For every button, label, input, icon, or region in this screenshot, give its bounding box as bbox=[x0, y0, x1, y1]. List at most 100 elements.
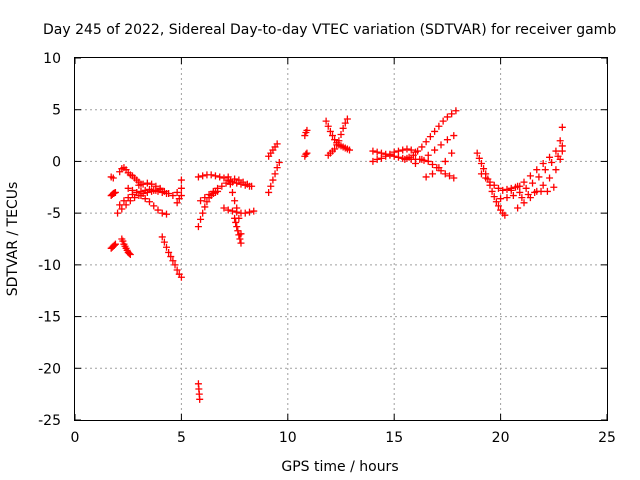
data-point bbox=[150, 202, 158, 210]
data-point bbox=[250, 207, 258, 215]
y-axis-label: SDTVAR / TECUs bbox=[5, 182, 21, 297]
data-point bbox=[111, 188, 119, 196]
data-point bbox=[169, 192, 177, 200]
x-tick-label: 5 bbox=[177, 430, 186, 446]
data-point bbox=[339, 124, 347, 132]
data-point bbox=[152, 182, 160, 190]
data-point bbox=[548, 158, 556, 166]
data-point bbox=[224, 206, 232, 214]
data-point bbox=[111, 240, 119, 248]
data-point bbox=[475, 154, 483, 162]
data-point bbox=[205, 191, 213, 199]
data-point bbox=[494, 184, 502, 192]
data-point bbox=[450, 132, 458, 140]
data-point bbox=[437, 141, 445, 149]
data-point bbox=[224, 173, 232, 181]
data-point bbox=[158, 209, 166, 217]
data-point bbox=[418, 143, 426, 151]
data-point bbox=[409, 151, 417, 159]
data-point bbox=[139, 180, 147, 188]
data-point bbox=[386, 150, 394, 158]
data-point bbox=[126, 251, 134, 259]
data-point bbox=[552, 147, 560, 155]
y-tick-label: -25 bbox=[38, 413, 61, 429]
data-point bbox=[145, 198, 153, 206]
data-point bbox=[369, 157, 377, 165]
data-point bbox=[482, 174, 490, 182]
data-point bbox=[160, 187, 168, 195]
data-point bbox=[452, 107, 460, 115]
data-point bbox=[494, 202, 502, 210]
data-point bbox=[245, 208, 253, 216]
data-point bbox=[231, 214, 239, 222]
data-point bbox=[236, 235, 244, 243]
data-point bbox=[488, 187, 496, 195]
data-point bbox=[529, 179, 537, 187]
data-point bbox=[520, 178, 528, 186]
x-tick-label: 25 bbox=[598, 430, 616, 446]
data-point bbox=[273, 164, 281, 172]
data-point bbox=[173, 266, 181, 274]
data-point bbox=[537, 187, 545, 195]
data-point bbox=[341, 119, 349, 127]
chart-title: Day 245 of 2022, Sidereal Day-to-day VTE… bbox=[43, 22, 616, 38]
data-point bbox=[546, 174, 554, 182]
data-point bbox=[158, 233, 166, 241]
data-point bbox=[209, 187, 217, 195]
data-point bbox=[233, 223, 241, 231]
data-point bbox=[335, 137, 343, 145]
data-point bbox=[303, 126, 311, 134]
data-point bbox=[477, 170, 485, 178]
data-point bbox=[199, 209, 207, 217]
data-point bbox=[141, 195, 149, 203]
data-point bbox=[441, 157, 449, 165]
data-point bbox=[196, 395, 204, 403]
data-point bbox=[435, 122, 443, 130]
data-point bbox=[509, 192, 517, 200]
y-tick-label: -10 bbox=[38, 258, 61, 274]
data-point bbox=[109, 174, 117, 182]
data-point bbox=[382, 152, 390, 160]
data-point bbox=[163, 210, 171, 218]
data-point bbox=[303, 149, 311, 157]
data-point bbox=[269, 176, 277, 184]
data-point bbox=[226, 180, 234, 188]
data-point bbox=[556, 155, 564, 163]
data-point bbox=[177, 176, 185, 184]
data-point bbox=[199, 172, 207, 180]
data-point bbox=[373, 155, 381, 163]
data-point bbox=[346, 146, 354, 154]
data-point bbox=[131, 194, 139, 202]
data-point bbox=[424, 157, 432, 165]
data-point bbox=[110, 241, 118, 249]
data-point bbox=[211, 172, 219, 180]
y-tick-label: 0 bbox=[52, 154, 61, 170]
data-point bbox=[558, 142, 566, 150]
data-point bbox=[343, 115, 351, 123]
data-point bbox=[133, 188, 141, 196]
data-point bbox=[228, 207, 236, 215]
data-point bbox=[369, 147, 377, 155]
data-point bbox=[173, 188, 181, 196]
data-point bbox=[490, 181, 498, 189]
data-point bbox=[407, 146, 415, 154]
data-point bbox=[194, 173, 202, 181]
data-point bbox=[526, 172, 534, 180]
data-point bbox=[231, 197, 239, 205]
data-point bbox=[324, 122, 332, 130]
data-point bbox=[194, 223, 202, 231]
data-point bbox=[503, 185, 511, 193]
data-point bbox=[275, 158, 283, 166]
data-point bbox=[503, 194, 511, 202]
data-point bbox=[177, 273, 185, 281]
data-point bbox=[514, 204, 522, 212]
data-point bbox=[273, 140, 281, 148]
data-point bbox=[414, 147, 422, 155]
y-tick-label: -15 bbox=[38, 310, 61, 326]
data-points bbox=[107, 107, 566, 403]
data-point bbox=[446, 172, 454, 180]
data-point bbox=[137, 192, 145, 200]
data-point bbox=[328, 132, 336, 140]
data-point bbox=[116, 201, 124, 209]
